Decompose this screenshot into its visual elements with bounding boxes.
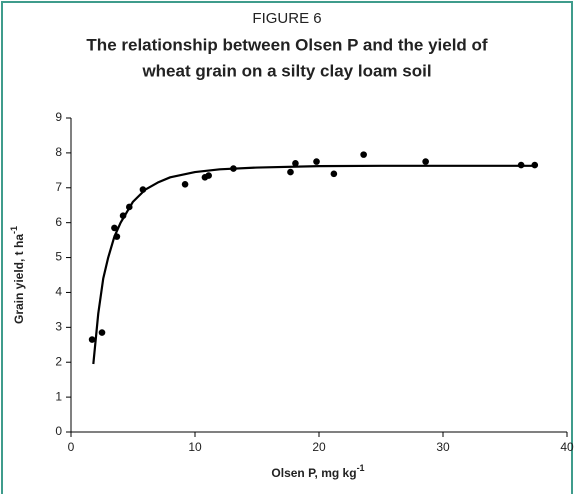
fit-curve xyxy=(92,164,536,365)
y-tick-label: 4 xyxy=(55,285,62,299)
data-point xyxy=(111,224,118,232)
y-tick-label: 1 xyxy=(55,389,62,403)
y-tick-label: 9 xyxy=(55,110,62,124)
x-axis-label-text: Olsen P, mg kg xyxy=(271,466,356,480)
x-tick-label: 20 xyxy=(312,440,326,454)
data-point xyxy=(287,168,294,176)
data-point xyxy=(292,160,299,167)
figure-label: FIGURE 6 xyxy=(252,10,321,27)
chart-title: wheat grain on a silty clay loam soil xyxy=(141,61,431,80)
y-axis-label-text: Grain yield, t ha xyxy=(12,234,26,324)
data-point xyxy=(330,170,338,178)
data-point xyxy=(98,329,106,336)
y-tick-label: 3 xyxy=(55,320,62,334)
y-tick-label: 2 xyxy=(55,354,62,368)
data-point xyxy=(181,180,189,188)
y-tick-label: 8 xyxy=(55,145,62,159)
data-point xyxy=(313,158,320,165)
x-tick-label: 30 xyxy=(436,440,450,454)
chart-title: The relationship between Olsen P and the… xyxy=(86,35,487,54)
data-point xyxy=(88,336,96,343)
data-point xyxy=(422,158,429,165)
y-axis-label-superscript: -1 xyxy=(9,226,19,234)
data-point xyxy=(360,151,367,158)
x-tick-label: 10 xyxy=(188,440,202,454)
x-axis-label: Olsen P, mg kg-1 xyxy=(271,463,364,480)
x-tick-label: 40 xyxy=(560,440,574,454)
x-axis-label-superscript: -1 xyxy=(357,463,365,473)
y-tick-label: 5 xyxy=(55,250,62,264)
y-tick-label: 6 xyxy=(55,215,62,229)
y-axis-label: Grain yield, t ha-1 xyxy=(9,226,26,324)
y-tick-label: 0 xyxy=(55,424,62,438)
y-tick-label: 7 xyxy=(55,180,62,194)
x-tick-label: 0 xyxy=(68,440,75,454)
data-point xyxy=(205,172,212,179)
